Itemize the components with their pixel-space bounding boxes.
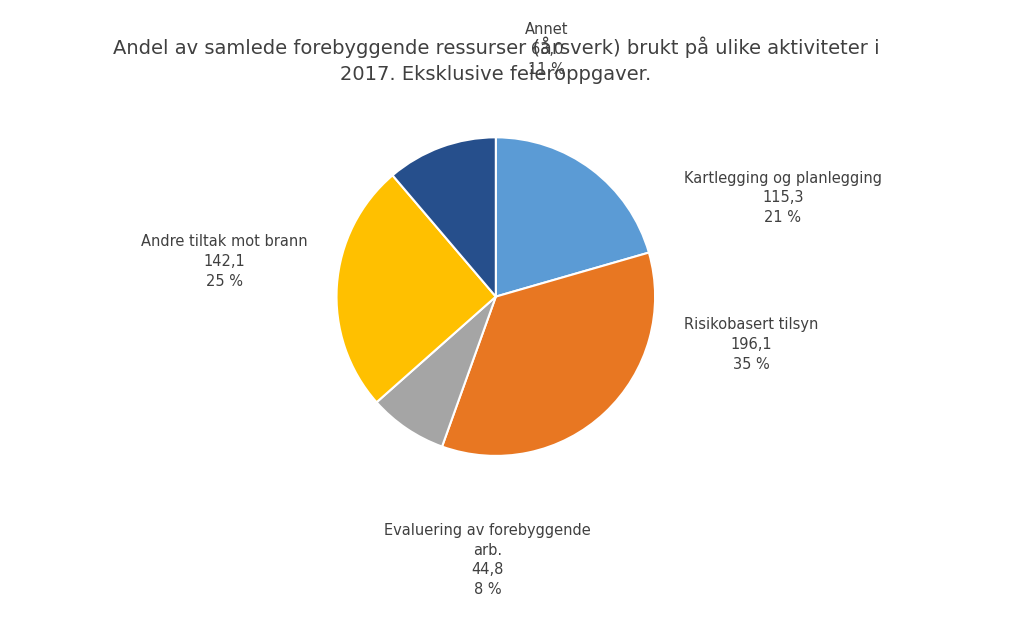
Text: Kartlegging og planlegging
115,3
21 %: Kartlegging og planlegging 115,3 21 % <box>683 171 882 225</box>
Text: Risikobasert tilsyn
196,1
35 %: Risikobasert tilsyn 196,1 35 % <box>683 317 818 372</box>
Wedge shape <box>496 137 649 297</box>
Title: Andel av samlede forebyggende ressurser (årsverk) brukt på ulike aktiviteter i
2: Andel av samlede forebyggende ressurser … <box>113 37 879 84</box>
Text: Evaluering av forebyggende
arb.
44,8
8 %: Evaluering av forebyggende arb. 44,8 8 % <box>385 523 591 597</box>
Text: Annet
63,0
11 %: Annet 63,0 11 % <box>525 22 569 77</box>
Wedge shape <box>393 137 496 297</box>
Text: Andre tiltak mot brann
142,1
25 %: Andre tiltak mot brann 142,1 25 % <box>141 234 308 289</box>
Wedge shape <box>442 253 655 456</box>
Wedge shape <box>337 175 496 402</box>
Wedge shape <box>376 297 496 446</box>
